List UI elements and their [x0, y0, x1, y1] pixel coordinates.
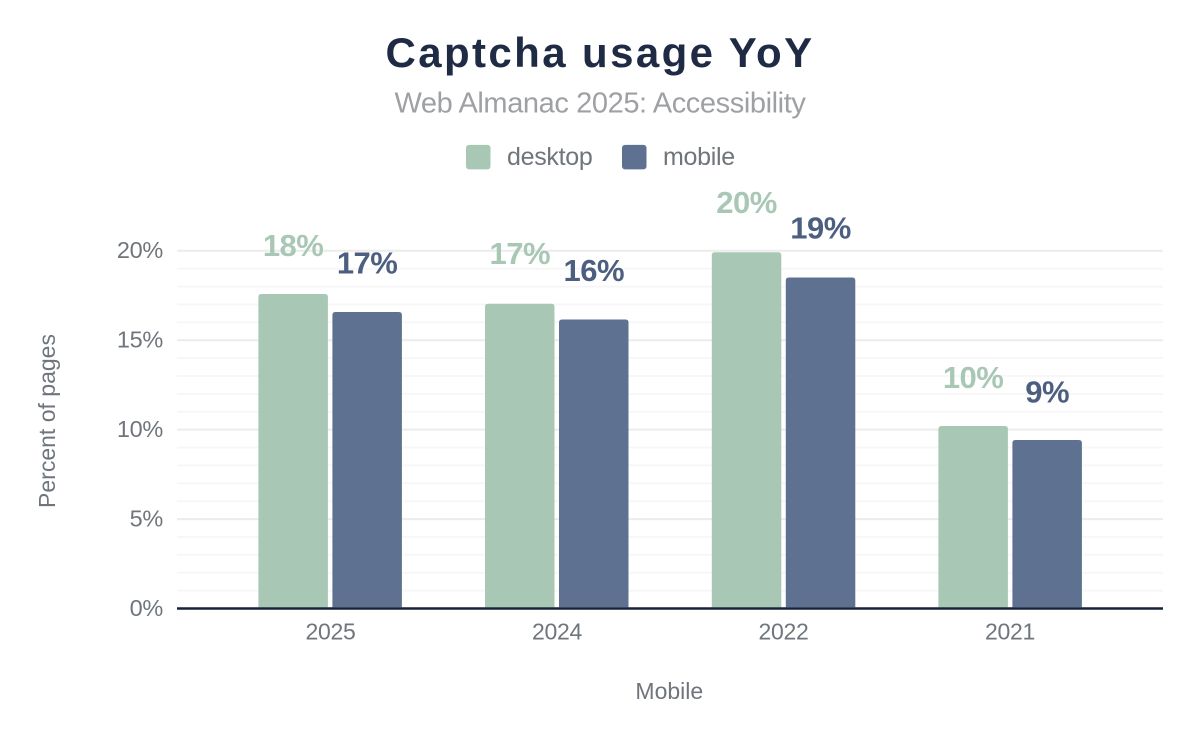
svg-text:10%: 10%	[117, 416, 164, 442]
svg-text:2025: 2025	[306, 619, 356, 645]
svg-text:18%: 18%	[263, 228, 324, 263]
svg-text:15%: 15%	[117, 327, 164, 353]
svg-text:19%: 19%	[790, 210, 851, 245]
svg-text:2022: 2022	[759, 619, 809, 645]
svg-text:16%: 16%	[564, 253, 625, 288]
svg-text:20%: 20%	[716, 185, 777, 220]
svg-text:17%: 17%	[490, 236, 551, 271]
svg-text:0%: 0%	[130, 595, 164, 621]
svg-text:20%: 20%	[117, 237, 164, 263]
svg-text:2021: 2021	[985, 619, 1035, 645]
svg-text:10%: 10%	[943, 360, 1004, 395]
svg-text:17%: 17%	[337, 245, 398, 280]
svg-text:Percent of pages: Percent of pages	[34, 334, 60, 508]
svg-text:mobile: mobile	[663, 143, 735, 171]
svg-text:5%: 5%	[130, 505, 164, 531]
svg-text:Captcha usage YoY: Captcha usage YoY	[385, 29, 814, 76]
svg-text:desktop: desktop	[507, 143, 592, 171]
svg-text:Web Almanac 2025: Accessibilit: Web Almanac 2025: Accessibility	[394, 88, 806, 120]
svg-text:2024: 2024	[532, 619, 582, 645]
svg-text:9%: 9%	[1025, 375, 1069, 410]
svg-text:Mobile: Mobile	[635, 678, 703, 704]
